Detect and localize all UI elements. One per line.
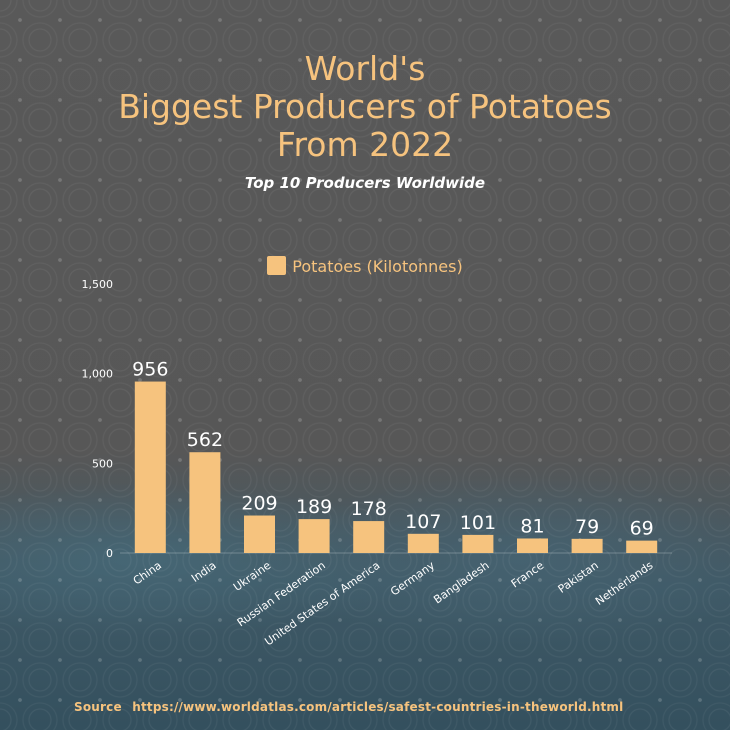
x-tick-label: France <box>509 559 547 591</box>
bar <box>571 538 603 553</box>
x-tick-label: Ukraine <box>231 559 273 594</box>
chart-subtitle: Top 10 Producers Worldwide <box>244 174 486 192</box>
x-tick-label: Russian Federation <box>235 559 328 630</box>
chart-title: World's Biggest Producers of Potatoes Fr… <box>0 50 730 164</box>
x-tick-label: Germany <box>388 559 437 599</box>
data-label: 69 <box>630 518 654 540</box>
title-line-1: World's <box>304 49 426 88</box>
title-line-2: Biggest Producers of Potatoes <box>118 87 612 126</box>
data-label: 81 <box>520 515 544 537</box>
x-tick-label: India <box>189 559 219 585</box>
legend-label: Potatoes (Kilotonnes) <box>292 257 463 276</box>
bar <box>462 534 494 553</box>
data-label: 107 <box>405 511 441 533</box>
y-tick-label: 500 <box>92 457 113 470</box>
title-line-3: From 2022 <box>276 125 454 164</box>
x-tick-label: China <box>131 559 164 588</box>
bar <box>517 538 548 553</box>
bar <box>134 381 166 553</box>
data-label: 79 <box>575 516 599 538</box>
data-label: 178 <box>351 498 387 520</box>
y-tick-label: 0 <box>106 547 113 560</box>
bar <box>298 519 330 553</box>
bar <box>244 515 275 553</box>
x-tick-label: Netherlands <box>593 559 656 608</box>
bar <box>353 521 385 553</box>
bar <box>626 540 658 553</box>
bar <box>407 533 439 553</box>
data-label: 189 <box>296 496 332 518</box>
bar <box>189 452 221 553</box>
legend-swatch <box>267 256 287 275</box>
y-tick-label: 1,000 <box>82 368 114 381</box>
data-label: 562 <box>187 429 223 451</box>
x-tick-label: Bangladesh <box>431 559 491 607</box>
source-url[interactable]: https://www.worldatlas.com/articles/safe… <box>132 700 624 714</box>
y-tick-label: 1,500 <box>82 278 114 291</box>
data-label: 101 <box>460 512 496 534</box>
source-line: Source https://www.worldatlas.com/articl… <box>74 700 629 714</box>
source-label: Source <box>74 700 122 714</box>
data-label: 209 <box>241 493 277 515</box>
legend: Potatoes (Kilotonnes) <box>0 256 730 276</box>
data-label: 956 <box>132 359 168 381</box>
x-tick-label: Pakistan <box>556 559 601 596</box>
